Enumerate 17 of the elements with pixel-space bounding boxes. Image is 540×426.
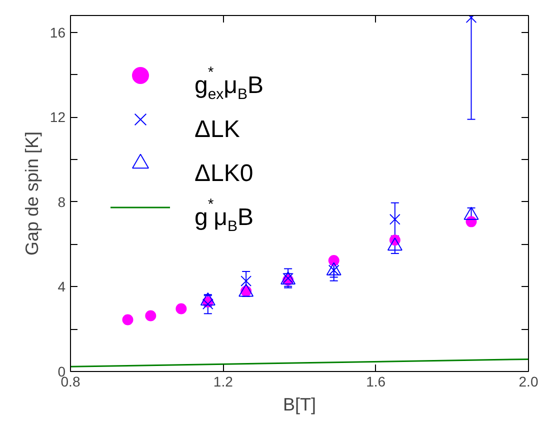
x-tick-label: 1.6 [366, 374, 386, 390]
y-tick-label: 16 [50, 24, 66, 40]
point [328, 254, 340, 266]
point [240, 276, 252, 286]
y-tick-label: 4 [58, 278, 66, 295]
legend-label: ΔLK [194, 116, 240, 143]
y-tick-label: 8 [58, 194, 66, 210]
y-tick-label: 12 [50, 109, 66, 126]
point [176, 303, 187, 314]
point [122, 314, 134, 326]
x-tick-label: 1.2 [213, 374, 234, 390]
y-axis-title: Gap de spin [K] [22, 131, 42, 256]
legend-label: ΔLK0 [194, 160, 254, 187]
x-axis-title: B[T] [283, 394, 316, 414]
point [145, 310, 156, 322]
x-tick-label: 2.0 [518, 374, 538, 390]
point [389, 214, 400, 225]
